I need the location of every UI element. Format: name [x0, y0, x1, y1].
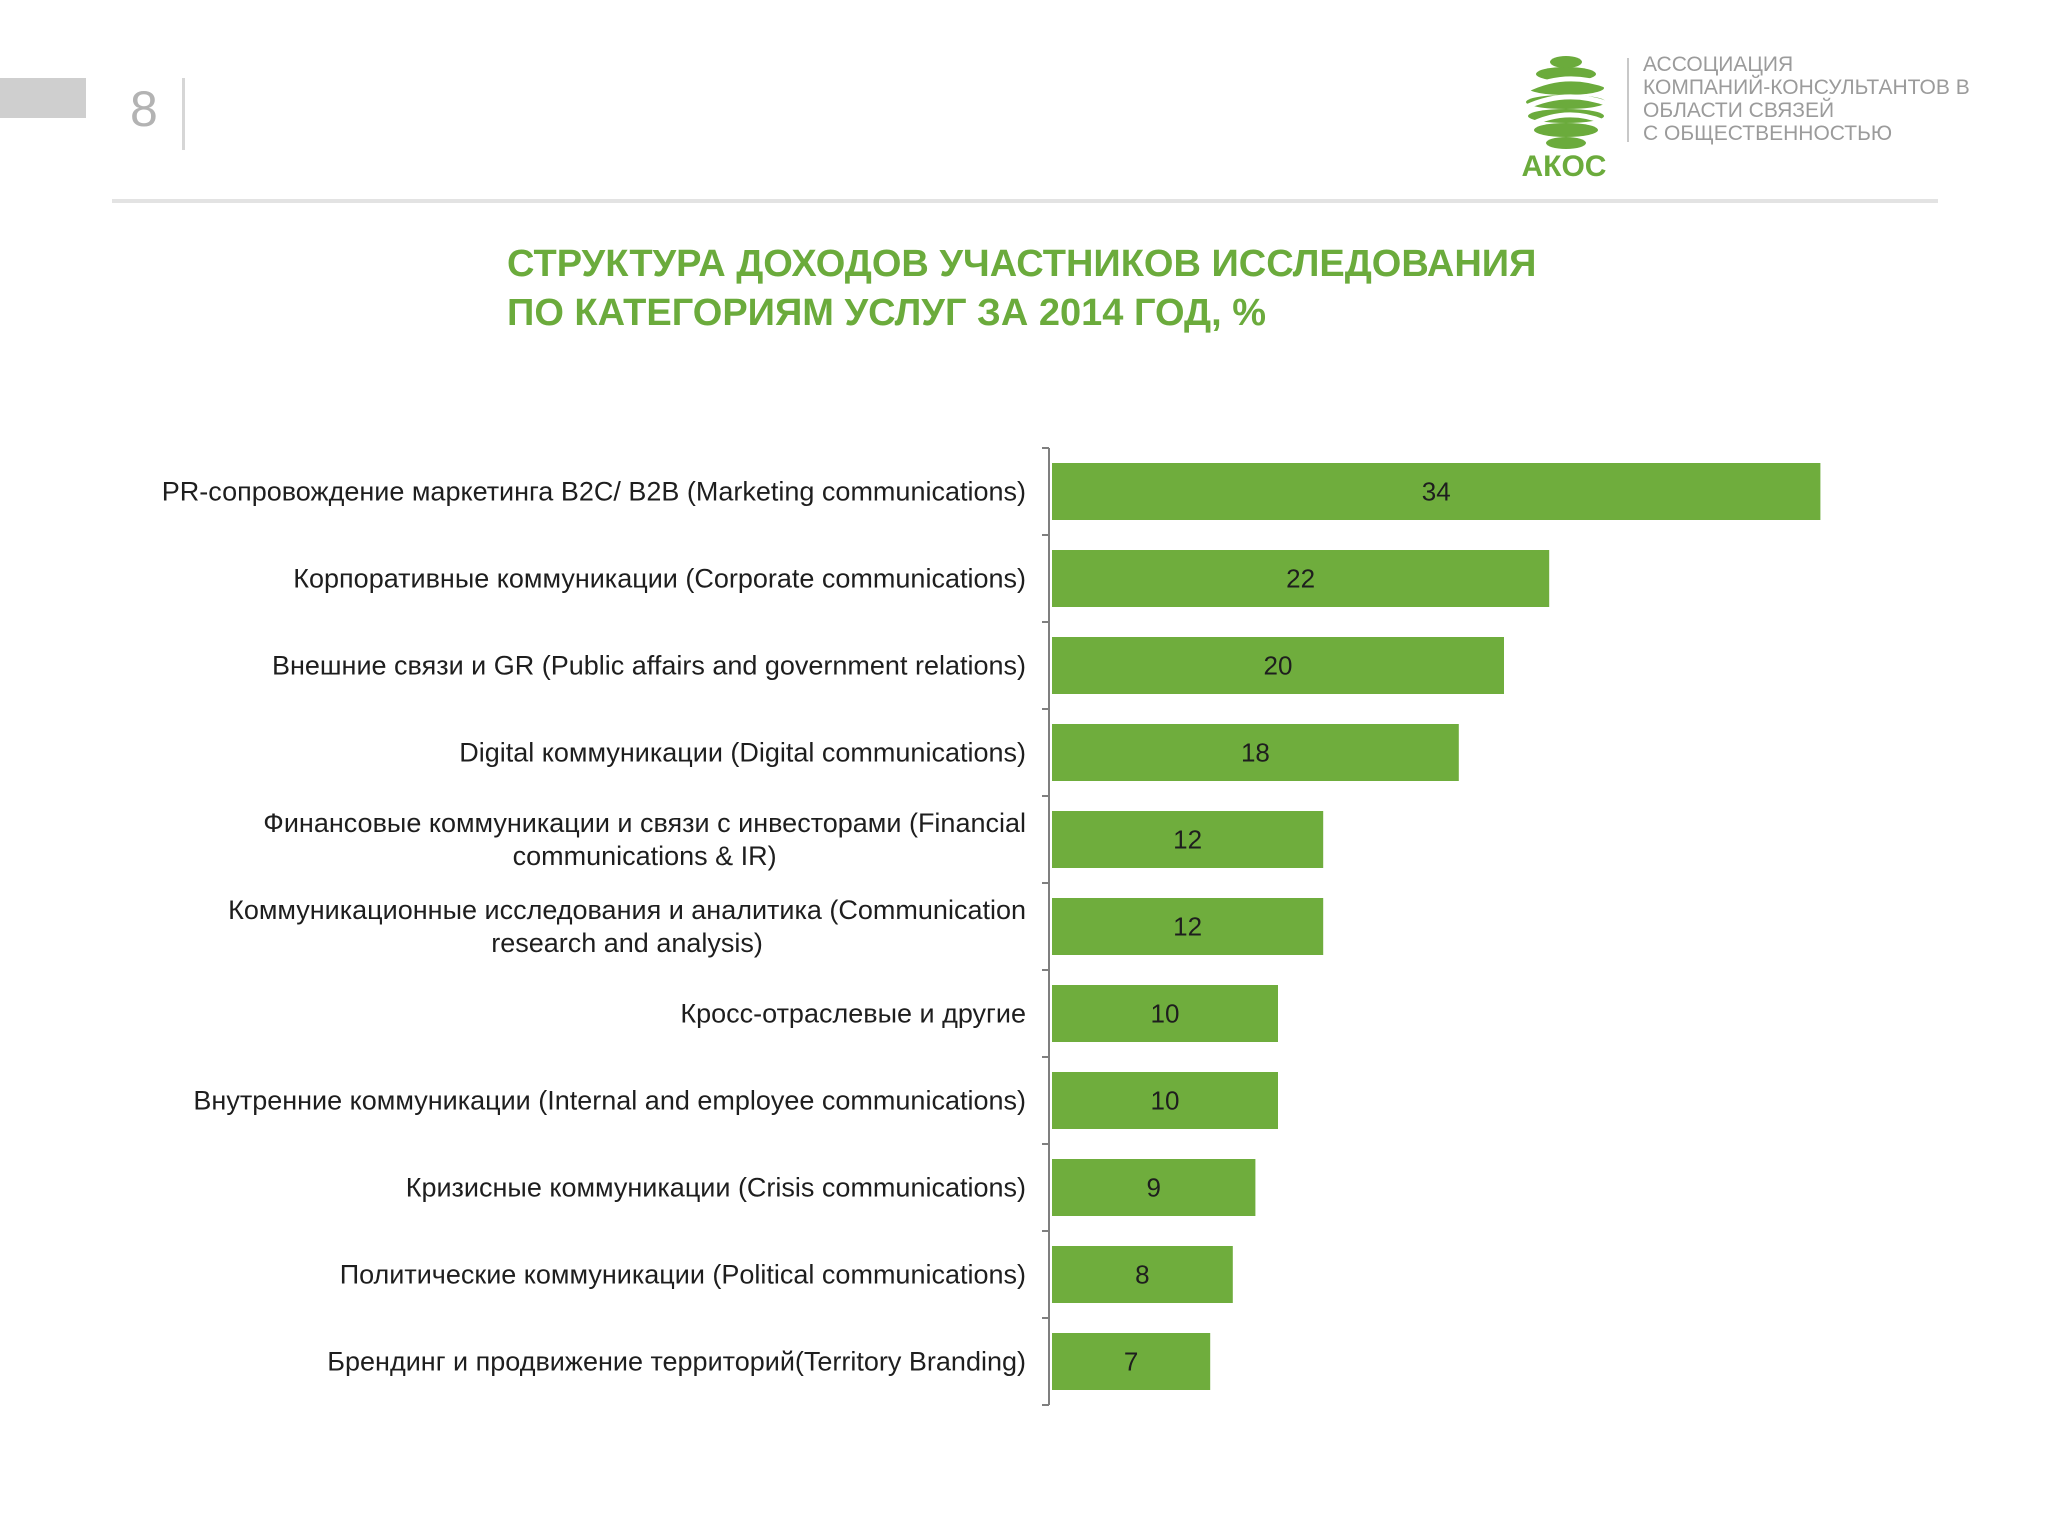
data-label: 22	[1286, 564, 1315, 594]
org-name-line: КОМПАНИЙ-КОНСУЛЬТАНТОВ В	[1643, 76, 1970, 99]
bar	[1052, 637, 1504, 694]
page-number: 8	[130, 81, 158, 137]
bar	[1052, 985, 1278, 1042]
bar	[1052, 1072, 1278, 1129]
org-name-line: АССОЦИАЦИЯ	[1643, 53, 1794, 76]
org-name-line: С ОБЩЕСТВЕННОСТЬЮ	[1643, 122, 1893, 145]
bar	[1052, 1159, 1256, 1216]
data-label: 9	[1146, 1173, 1160, 1203]
bar	[1052, 811, 1324, 868]
bar	[1052, 550, 1550, 607]
org-name: АССОЦИАЦИЯ КОМПАНИЙ-КОНСУЛЬТАНТОВ В ОБЛА…	[1643, 53, 1970, 145]
data-label: 10	[1151, 999, 1180, 1029]
data-label: 18	[1241, 738, 1270, 768]
bar	[1052, 724, 1459, 781]
category-label: Коммуникационные исследования и аналитик…	[228, 895, 1026, 925]
category-label: Внутренние коммуникации (Internal and em…	[193, 1086, 1026, 1116]
category-label: Брендинг и продвижение территорий(Territ…	[327, 1347, 1026, 1377]
category-label: Политические коммуникации (Political com…	[340, 1260, 1026, 1290]
data-label: 34	[1422, 477, 1451, 507]
org-name-line: ОБЛАСТИ СВЯЗЕЙ	[1643, 99, 1835, 122]
category-label: research and analysis)	[491, 928, 763, 958]
bar	[1052, 1246, 1233, 1303]
data-label: 7	[1124, 1347, 1138, 1377]
bar	[1052, 898, 1324, 955]
category-label: Финансовые коммуникации и связи с инвест…	[263, 808, 1026, 838]
corner-tab	[0, 78, 86, 118]
bar	[1052, 463, 1821, 520]
akos-logo-icon: АКОС	[1522, 56, 1609, 180]
logo-divider	[1627, 58, 1629, 142]
data-label: 12	[1173, 912, 1202, 942]
category-label: Корпоративные коммуникации (Corporate co…	[293, 564, 1026, 594]
chart-title: СТРУКТУРА ДОХОДОВ УЧАСТНИКОВ ИССЛЕДОВАНИ…	[507, 240, 1536, 338]
category-label: Digital коммуникации (Digital communicat…	[459, 738, 1026, 768]
category-label: communications & IR)	[513, 841, 777, 871]
category-label: Кризисные коммуникации (Crisis communica…	[406, 1173, 1026, 1203]
data-label: 8	[1135, 1260, 1149, 1290]
header-rule	[112, 199, 1938, 203]
bar	[1052, 1333, 1211, 1390]
page-number-divider	[182, 78, 185, 150]
data-label: 10	[1151, 1086, 1180, 1116]
chart-title-line: СТРУКТУРА ДОХОДОВ УЧАСТНИКОВ ИССЛЕДОВАНИ…	[507, 243, 1537, 285]
chart-title-line: ПО КАТЕГОРИЯМ УСЛУГ ЗА 2014 ГОД, %	[507, 292, 1267, 334]
data-label: 20	[1264, 651, 1293, 681]
category-label: Кросс-отраслевые и другие	[680, 999, 1026, 1029]
category-label: PR-сопровождение маркетинга B2C/ B2B (Ma…	[162, 477, 1026, 507]
category-label: Внешние связи и GR (Public affairs and g…	[272, 651, 1026, 681]
data-label: 12	[1173, 825, 1202, 855]
logo-wordmark: АКОС	[1522, 150, 1607, 180]
